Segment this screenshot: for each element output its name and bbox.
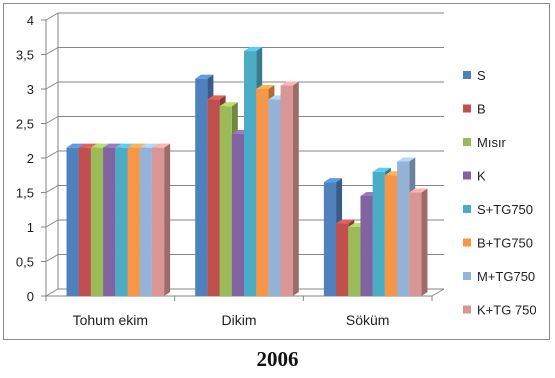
legend-label: Mısır xyxy=(477,135,507,150)
bar xyxy=(409,192,422,296)
bar-top xyxy=(151,143,171,148)
bar xyxy=(103,147,116,296)
bar-top xyxy=(90,143,110,148)
legend-swatch xyxy=(463,104,471,113)
bar-top xyxy=(256,85,275,89)
bar-top xyxy=(207,95,226,100)
y-tick-label: 3,5 xyxy=(16,48,34,63)
bar-top xyxy=(372,167,391,172)
gridline-depth xyxy=(45,150,59,159)
bar xyxy=(90,147,104,296)
bar xyxy=(78,147,91,296)
bar-top xyxy=(115,143,134,148)
bar xyxy=(151,147,165,296)
bar-side xyxy=(164,143,171,296)
legend-label: S+TG750 xyxy=(477,202,533,217)
gridline-depth xyxy=(45,288,59,297)
bar xyxy=(268,99,281,296)
legend-label: M+TG750 xyxy=(477,269,535,284)
bar xyxy=(219,106,232,296)
bar xyxy=(336,223,349,296)
bar xyxy=(256,89,269,296)
bar xyxy=(323,182,337,296)
legend-swatch xyxy=(463,171,471,180)
bar xyxy=(66,147,79,296)
bar xyxy=(231,133,244,296)
bar-top xyxy=(280,81,299,86)
bar-top xyxy=(219,102,238,107)
bar xyxy=(348,227,361,296)
x-tick-label: Söküm xyxy=(346,312,390,328)
y-tick-label: 4 xyxy=(27,13,34,28)
bar xyxy=(207,99,220,296)
bar-top xyxy=(127,143,146,148)
bar-top xyxy=(323,178,343,183)
gridline-depth xyxy=(45,81,59,90)
y-tick-label: 2 xyxy=(27,151,34,166)
bar-side xyxy=(421,188,428,296)
bar-top xyxy=(103,143,122,148)
legend-label: K xyxy=(477,169,486,184)
bar xyxy=(115,147,128,296)
legend-swatch xyxy=(463,138,471,146)
legend-label: B+TG750 xyxy=(477,236,533,251)
y-tick-label: 0 xyxy=(27,289,34,304)
y-tick-label: 2,5 xyxy=(16,117,34,132)
gridline-depth xyxy=(45,12,59,21)
gridline-depth xyxy=(45,47,59,55)
bar-top xyxy=(195,74,214,79)
legend-swatch xyxy=(463,305,471,314)
x-tick-label: Tohum ekim xyxy=(73,312,148,328)
legend-swatch xyxy=(463,238,471,247)
legend-label: K+TG 750 xyxy=(477,303,537,318)
legend-swatch xyxy=(463,205,471,213)
legend-swatch xyxy=(463,272,471,280)
bar-top xyxy=(397,157,416,162)
bar xyxy=(244,51,257,296)
bar xyxy=(139,147,152,296)
bar xyxy=(372,171,385,296)
legend-swatch xyxy=(463,71,471,79)
y-tick-label: 1,5 xyxy=(16,186,34,201)
y-tick-label: 1 xyxy=(27,220,34,235)
bar-top xyxy=(244,47,263,52)
bar-top xyxy=(139,143,158,148)
floor-edge xyxy=(431,288,445,297)
x-tick-label: Dikim xyxy=(222,312,257,328)
chart-caption-year: 2006 xyxy=(256,347,299,371)
y-tick-label: 3 xyxy=(27,82,34,97)
gridline-depth xyxy=(45,116,59,124)
bar xyxy=(360,195,373,296)
bar xyxy=(195,78,208,297)
legend-label: S xyxy=(477,68,486,83)
bar-side xyxy=(292,81,299,296)
gridline-depth xyxy=(45,219,59,228)
bar-chart: 0 0,5 1 1,5 2 2,5 3 3,5 4 Tohum ekim Dikim Söküm S B M… xyxy=(16,12,537,328)
bar-top xyxy=(336,219,355,224)
bar-top xyxy=(78,143,97,148)
bar xyxy=(384,175,398,296)
y-tick-label: 0,5 xyxy=(16,255,34,270)
gridline-depth xyxy=(45,254,59,262)
bar xyxy=(280,85,293,296)
bar xyxy=(397,161,410,296)
bar xyxy=(127,147,140,296)
legend-label: B xyxy=(477,102,486,117)
bar-top xyxy=(66,143,85,148)
bar-top xyxy=(409,188,428,193)
gridline-depth xyxy=(45,185,59,193)
